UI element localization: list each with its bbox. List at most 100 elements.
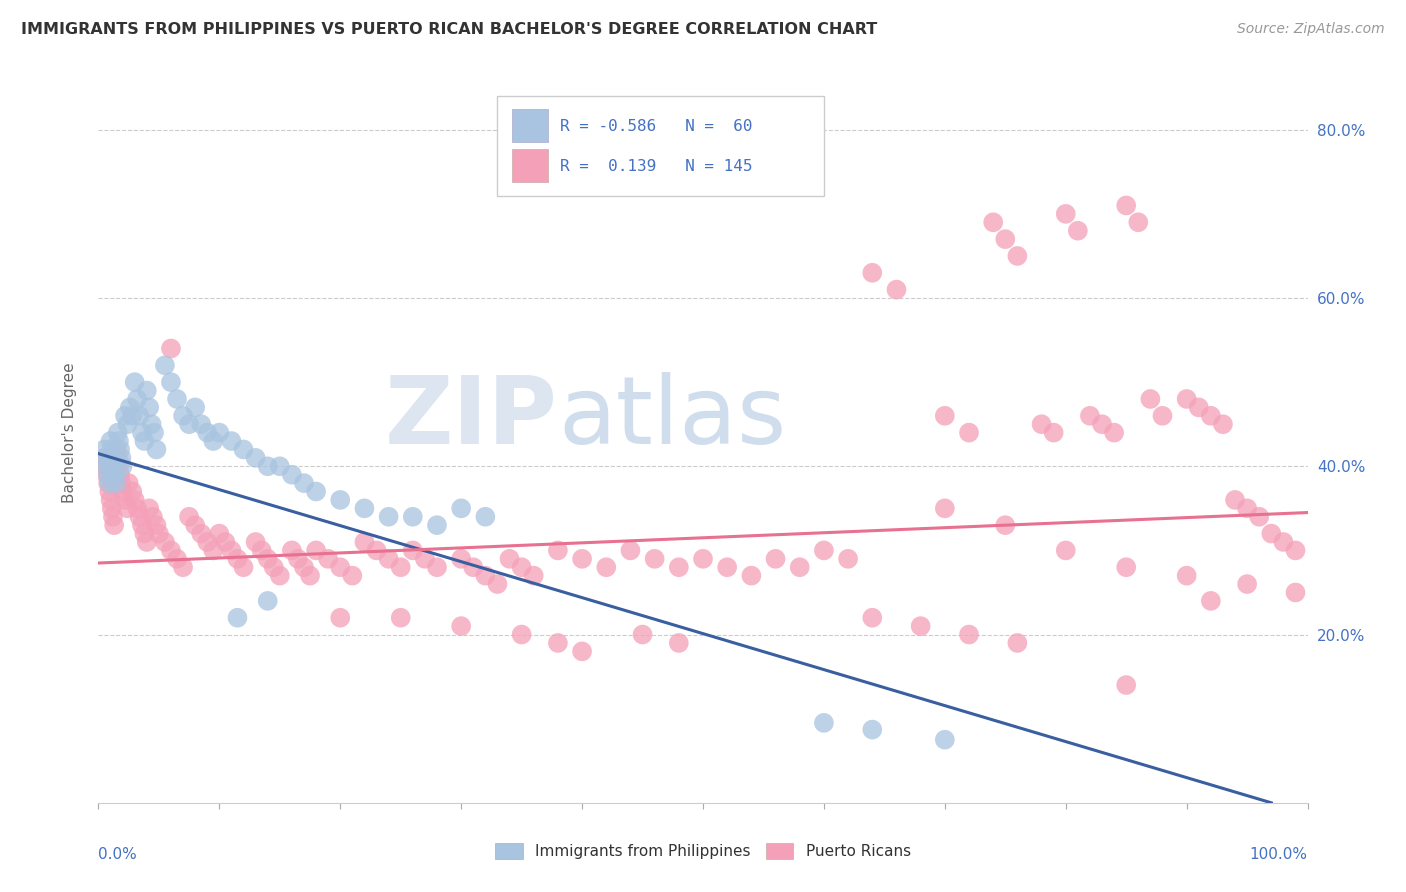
Point — [1175, 568, 1198, 582]
Point — [668, 636, 690, 650]
Point — [910, 619, 932, 633]
Point — [1249, 509, 1271, 524]
Point — [127, 392, 149, 406]
Point — [124, 375, 146, 389]
Point — [100, 492, 122, 507]
Point — [316, 551, 339, 566]
Point — [135, 535, 157, 549]
Point — [108, 467, 131, 482]
Point — [1260, 526, 1282, 541]
Point — [269, 459, 291, 474]
Point — [1091, 417, 1114, 432]
Point — [299, 568, 322, 582]
Point — [1199, 594, 1222, 608]
Point — [111, 459, 134, 474]
Point — [190, 526, 212, 541]
Point — [202, 434, 225, 448]
Point — [474, 568, 496, 582]
Point — [1115, 678, 1137, 692]
Point — [108, 442, 131, 457]
Point — [100, 501, 122, 516]
Point — [94, 459, 117, 474]
Point — [1152, 409, 1174, 423]
Point — [172, 409, 194, 423]
Point — [1054, 543, 1077, 558]
Point — [208, 526, 231, 541]
Point — [256, 459, 278, 474]
Point — [402, 509, 425, 524]
Point — [510, 560, 533, 574]
Point — [135, 384, 157, 398]
Point — [128, 409, 150, 423]
Point — [103, 459, 125, 474]
Point — [1067, 224, 1090, 238]
Point — [571, 644, 593, 658]
Point — [145, 442, 167, 457]
Point — [765, 551, 787, 566]
Text: 0.0%: 0.0% — [98, 847, 138, 863]
Point — [131, 518, 153, 533]
Point — [329, 492, 352, 507]
Point — [263, 560, 285, 574]
Point — [287, 551, 309, 566]
Point — [571, 551, 593, 566]
Point — [179, 417, 201, 432]
Point — [221, 543, 243, 558]
Point — [269, 568, 291, 582]
Point — [160, 342, 183, 356]
Text: ZIP: ZIP — [385, 372, 558, 464]
Point — [117, 417, 139, 432]
Point — [547, 543, 569, 558]
Point — [256, 551, 278, 566]
Point — [190, 417, 212, 432]
Point — [934, 409, 956, 423]
Point — [860, 266, 883, 280]
Point — [114, 492, 136, 507]
Point — [644, 551, 666, 566]
Point — [110, 476, 132, 491]
FancyBboxPatch shape — [498, 95, 824, 195]
Point — [523, 568, 546, 582]
Point — [413, 551, 436, 566]
Point — [108, 434, 131, 448]
Point — [101, 509, 124, 524]
FancyBboxPatch shape — [512, 149, 548, 182]
Point — [474, 509, 496, 524]
Point — [104, 467, 127, 482]
Point — [184, 518, 207, 533]
Point — [692, 551, 714, 566]
Point — [1236, 577, 1258, 591]
Point — [100, 442, 122, 457]
Point — [957, 627, 980, 641]
Point — [114, 409, 136, 423]
Point — [143, 425, 166, 440]
Point — [1236, 501, 1258, 516]
Point — [232, 442, 254, 457]
Point — [232, 560, 254, 574]
Point — [245, 450, 267, 465]
Point — [134, 434, 156, 448]
Point — [153, 535, 176, 549]
Point — [426, 518, 449, 533]
Point — [128, 509, 150, 524]
Point — [1272, 535, 1295, 549]
Point — [107, 450, 129, 465]
Point — [226, 610, 249, 624]
Point — [98, 484, 121, 499]
Point — [124, 492, 146, 507]
Point — [1284, 585, 1306, 599]
Point — [994, 518, 1017, 533]
Point — [172, 560, 194, 574]
Point — [860, 610, 883, 624]
Point — [353, 535, 375, 549]
Point — [208, 425, 231, 440]
Point — [184, 401, 207, 415]
Point — [1007, 249, 1029, 263]
Point — [148, 526, 170, 541]
Point — [1115, 198, 1137, 212]
Point — [98, 476, 121, 491]
Point — [813, 715, 835, 730]
Point — [94, 450, 117, 465]
Point — [138, 501, 160, 516]
Point — [97, 467, 120, 482]
